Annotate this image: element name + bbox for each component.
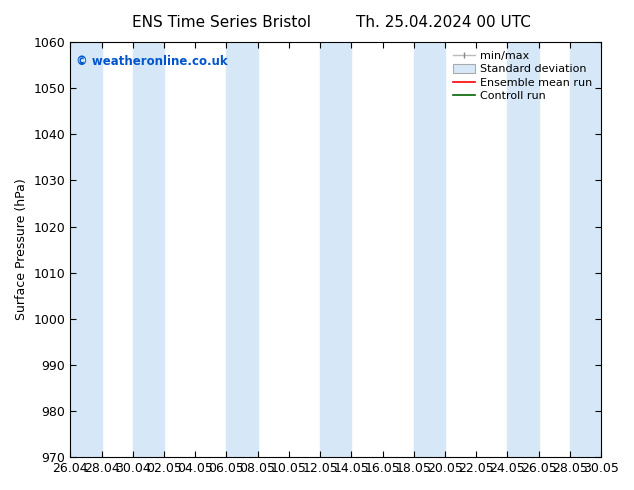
Bar <box>70 42 101 457</box>
Legend: min/max, Standard deviation, Ensemble mean run, Controll run: min/max, Standard deviation, Ensemble me… <box>450 48 595 105</box>
Text: ENS Time Series Bristol: ENS Time Series Bristol <box>133 15 311 30</box>
Bar <box>226 42 257 457</box>
Bar <box>133 42 164 457</box>
Bar <box>570 42 601 457</box>
Text: Th. 25.04.2024 00 UTC: Th. 25.04.2024 00 UTC <box>356 15 531 30</box>
Bar <box>414 42 445 457</box>
Bar <box>507 42 539 457</box>
Y-axis label: Surface Pressure (hPa): Surface Pressure (hPa) <box>15 179 28 320</box>
Text: © weatheronline.co.uk: © weatheronline.co.uk <box>75 54 227 68</box>
Bar <box>320 42 351 457</box>
